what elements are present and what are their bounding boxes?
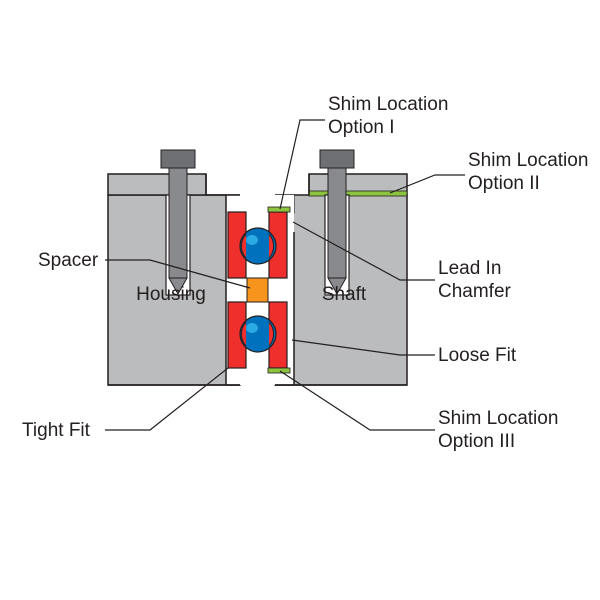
callout-shim3-line1: Shim Location xyxy=(438,408,558,431)
shim-option-1 xyxy=(268,207,290,212)
callout-shim2-line1: Shim Location xyxy=(468,150,588,173)
callout-tight-fit: Tight Fit xyxy=(22,420,90,443)
callout-shim1: Shim Location Option I xyxy=(328,94,448,140)
callout-shim1-line1: Shim Location xyxy=(328,94,448,117)
housing-label: Housing xyxy=(136,284,206,305)
callout-shim3: Shim Location Option III xyxy=(438,408,558,454)
callout-chamfer-line1: Lead In xyxy=(438,258,511,281)
callout-shim2-line2: Option II xyxy=(468,173,588,196)
callout-spacer: Spacer xyxy=(38,250,98,273)
callout-loose-fit: Loose Fit xyxy=(438,345,516,368)
callout-shim2: Shim Location Option II xyxy=(468,150,588,196)
shim-option-3 xyxy=(268,368,290,373)
callout-shim1-line2: Option I xyxy=(328,117,448,140)
spacer-block xyxy=(247,278,268,302)
callout-chamfer-line2: Chamfer xyxy=(438,281,511,304)
shaft-label: Shaft xyxy=(322,284,367,305)
callout-shim3-line2: Option III xyxy=(438,431,558,454)
callout-lead-in-chamfer: Lead In Chamfer xyxy=(438,258,511,304)
